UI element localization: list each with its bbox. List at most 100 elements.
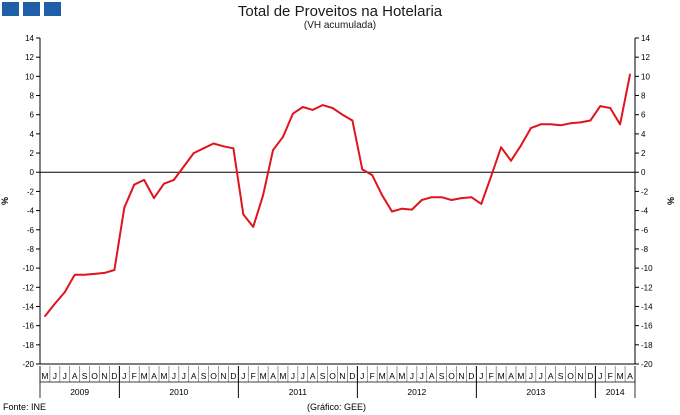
month-label: J [539, 371, 543, 381]
y-tick-label-right: -4 [641, 207, 649, 216]
month-label: F [251, 371, 256, 381]
y-tick-label-left: -14 [22, 302, 34, 311]
data-point [589, 119, 592, 122]
month-label: A [270, 371, 276, 381]
series-line [44, 74, 631, 317]
month-label: J [291, 371, 295, 381]
year-label: 2012 [407, 387, 426, 397]
y-tick-label-left: -4 [27, 207, 35, 216]
month-label: J [53, 371, 57, 381]
year-label: 2009 [70, 387, 89, 397]
data-point [341, 113, 344, 116]
data-point [113, 269, 116, 271]
month-label: J [241, 371, 245, 381]
y-tick-label-left: -2 [27, 187, 35, 196]
month-label: A [429, 371, 435, 381]
data-point [123, 206, 126, 209]
y-tick-label-right: -6 [641, 226, 649, 235]
y-tick-label-left: 10 [25, 72, 34, 81]
data-point [262, 194, 265, 197]
data-point [410, 208, 413, 211]
data-point [401, 207, 403, 210]
year-label: 2011 [289, 387, 308, 397]
ine-logo [2, 2, 61, 16]
month-label: A [389, 371, 395, 381]
chart-credit: (Gráfico: GEE) [307, 402, 367, 412]
data-point [500, 146, 503, 149]
month-label: N [458, 371, 464, 381]
month-label: M [617, 371, 624, 381]
data-point [222, 145, 225, 148]
y-tick-label-right: -10 [641, 264, 653, 273]
data-point [430, 196, 433, 199]
y-tick-label-right: -16 [641, 322, 653, 331]
month-label: D [111, 371, 117, 381]
month-label: J [172, 371, 176, 381]
month-label: O [448, 371, 455, 381]
y-tick-label-right: -14 [641, 302, 653, 311]
data-point [103, 272, 106, 274]
month-label: A [72, 371, 78, 381]
chart-subtitle: (VH acumulada) [303, 20, 377, 31]
data-point [549, 123, 552, 126]
y-tick-label-left: -18 [22, 341, 34, 350]
y-tick-label-left: -6 [27, 226, 35, 235]
data-point [252, 225, 255, 228]
data-point [559, 124, 562, 127]
month-label: J [410, 371, 414, 381]
month-label: S [439, 371, 445, 381]
data-point [381, 194, 384, 197]
data-point [182, 165, 185, 168]
month-label: D [230, 371, 236, 381]
y-tick-label-right: 0 [641, 168, 646, 177]
month-label: A [627, 371, 633, 381]
data-point [44, 315, 46, 317]
y-tick-label-right: 4 [641, 130, 646, 139]
data-point [331, 107, 334, 109]
data-point [202, 147, 205, 150]
data-point [301, 106, 304, 108]
y-tick-label-left: 14 [25, 34, 34, 43]
data-point [232, 147, 235, 150]
data-point [579, 121, 582, 124]
data-point [133, 183, 136, 186]
y-tick-label-right: -18 [641, 341, 653, 350]
data-point [272, 149, 274, 152]
y-tick-label-right: -20 [641, 360, 653, 369]
y-tick-label-right: 12 [641, 53, 650, 62]
month-label: D [468, 371, 474, 381]
month-label: D [587, 371, 593, 381]
data-point [83, 273, 86, 276]
month-label: J [529, 371, 533, 381]
data-point [510, 159, 512, 162]
data-point [192, 152, 195, 154]
data-point [73, 273, 76, 276]
month-label: F [489, 371, 494, 381]
month-label: S [82, 371, 88, 381]
month-label: M [160, 371, 167, 381]
data-point [460, 197, 463, 200]
month-label: J [63, 371, 67, 381]
y-tick-label-left: 12 [25, 53, 34, 62]
data-point [470, 196, 473, 199]
month-label: J [598, 371, 602, 381]
month-label: J [420, 371, 424, 381]
month-label: M [260, 371, 267, 381]
data-point [599, 105, 602, 107]
month-label: M [141, 371, 148, 381]
source-note: Fonte: INE [3, 402, 47, 412]
month-label: M [379, 371, 386, 381]
data-point [53, 302, 56, 305]
month-label: N [339, 371, 345, 381]
month-label: A [151, 371, 157, 381]
y-tick-label-left: 4 [30, 130, 35, 139]
month-label: S [201, 371, 207, 381]
data-point [539, 123, 542, 126]
month-label: S [320, 371, 326, 381]
y-tick-label-left: -20 [22, 360, 34, 369]
data-point [143, 179, 146, 181]
data-point [490, 175, 493, 177]
year-label: 2014 [606, 387, 625, 397]
data-point [629, 73, 631, 76]
